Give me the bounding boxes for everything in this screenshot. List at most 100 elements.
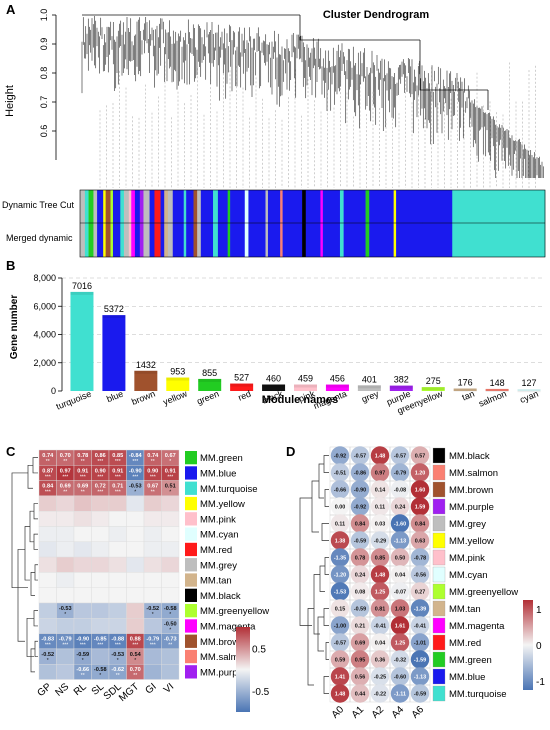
heatmap-d-cell-value: 0.50 [395,556,406,562]
heatmap-d-column-labels: A0 A1 A2 A4 A6 [330,704,427,721]
heatmap-d-cell-value: 1.59 [415,505,426,511]
heatmap-d-cell-value: 0.57 [415,454,426,460]
heatmap-c-cell [108,511,127,527]
heatmap-c-cell [91,526,110,543]
bar-category-label: red [237,389,253,403]
heatmap-c-row-label: MM.yellow [200,499,245,510]
heatmap-c-row-label: MM.pink [200,514,236,525]
heatmap-c-cell-stars: * [169,459,171,465]
heatmap-c-cell-value: -0.53 [129,484,142,490]
heatmap-c-cell [161,664,180,680]
heatmap-c-cell [56,572,75,588]
heatmap-c-cell [126,602,145,619]
heatmap-d-cell-value: 0.97 [375,471,386,477]
heatmap-c-cell [143,618,162,634]
heatmap-d-cell-value: 0.11 [335,522,345,528]
bar-yellow [166,377,190,391]
heatmap-d-cell-value: -0.32 [394,658,406,664]
heatmap-c-row-label: MM.black [200,591,241,602]
heatmap-d-cell-value: 1.48 [335,692,346,698]
heatmap-d-column-label: A1 [350,704,367,721]
heatmap-d-cell-circle [410,650,430,669]
track-segment-dynamic [149,190,155,223]
heatmap-d-cell-circle [350,650,370,669]
heatmap-d-cell-value: 0.63 [415,539,426,545]
heatmap-c-cell [108,541,127,558]
bar-blue [102,315,126,391]
track-segment-merged [128,223,132,257]
track-segment-dynamic [84,190,89,223]
track-segment-merged [200,223,214,257]
bar-grey [357,385,381,391]
bar-value-label: 275 [426,376,441,386]
track-segment-merged [88,223,94,257]
track-segment-dynamic [172,190,185,223]
heatmap-d-cell-circle [390,582,410,601]
heatmap-d-cell-circle [410,446,430,465]
heatmap-c-cell [91,587,110,604]
heatmap-d-cell-circle [350,480,370,499]
track-segment-merged [422,223,453,257]
heatmap-c-cell-value: -0.66 [76,667,89,673]
heatmap-d-cell-value: 0.36 [375,658,386,664]
heatmap-d-cell-circle [330,446,350,465]
heatmap-d-cell-circle [350,599,370,618]
heatmap-c-cell [38,587,57,604]
heatmap-d-cell-value: 1.41 [335,675,346,681]
heatmap-d-cell-value: 1.61 [395,624,406,630]
heatmap-c-cell [108,618,127,634]
heatmap-c-cell-value: -0.53 [111,652,124,658]
heatmap-d-cells: -0.92 -0.57 1.48 -0.57 0.57 -0.51 -0.86 0.97 -0.… [329,446,431,703]
track-segment-merged [93,223,98,257]
dendrogram-merge-lines [82,14,489,110]
heatmap-c-cell-stars: *** [115,459,121,465]
heatmap-c-cell [143,556,162,573]
heatmap-c-cell-value: -0.85 [94,637,107,643]
bar-series: 7016turquoise5372blue1432brown953yellow8… [55,281,541,416]
heatmap-c-cell [56,648,75,665]
heatmap-c-row-color-swatch [185,634,197,648]
heatmap-c-cell [143,526,162,543]
heatmap-c-cell [143,495,162,512]
heatmap-d-row-dendrogram [299,455,329,694]
bar-value-label: 7016 [72,281,92,291]
bar-top-shade [230,383,254,387]
track-segment-dynamic [265,190,269,223]
heatmap-d-cell-value: -0.90 [354,488,366,494]
track-segment-dynamic [80,190,86,223]
heatmap-d-cell-value: -0.92 [334,454,346,460]
heatmap-d-cell-value: 0.69 [355,641,366,647]
heatmap-c-cell [161,541,180,558]
heatmap-c-row-label: MM.turquoise [200,484,258,495]
heatmap-d-cell-value: 0.04 [395,573,406,579]
heatmap-c-row-color-swatch [185,558,197,572]
track-segment-dynamic [105,190,111,223]
heatmap-c-cell-value: -0.73 [164,637,177,643]
track-segment-merged [112,223,121,257]
heatmap-d-cell-circle [370,667,390,686]
heatmap-c-cell-value: 0.74 [42,453,54,459]
heatmap-c-cell-stars: *** [115,643,121,649]
heatmap-d-cell-circle [350,667,370,686]
heatmap-c-cell [161,648,180,665]
heatmap-d-row-label: MM.purple [449,502,494,513]
heatmap-c-cell [91,602,110,619]
heatmap-d-cell-value: -0.22 [374,692,386,698]
heatmap-d-row-color-swatch [432,583,446,600]
bar-top-shade [166,377,190,381]
bar-value-label: 176 [458,378,473,388]
bar-category-label: tan [461,389,476,403]
heatmap-c-row-color-swatch [185,527,197,541]
heatmap-d-cell-circle [370,531,390,550]
heatmap-c-cell [126,556,145,573]
heatmap-c-cell-value: 0.91 [112,468,123,474]
heatmap-d-cell-value: -0.78 [414,556,426,562]
heatmap-c-cell-stars: *** [97,490,103,496]
heatmap-c-row-color-swatch [185,512,197,526]
track-segment-dynamic [97,190,104,223]
heatmap-d-cell-circle [390,446,410,465]
heatmap-c-column-label: GI [144,681,159,696]
heatmap-d-legend-bar [523,600,533,690]
bar-top-shade [357,385,381,389]
